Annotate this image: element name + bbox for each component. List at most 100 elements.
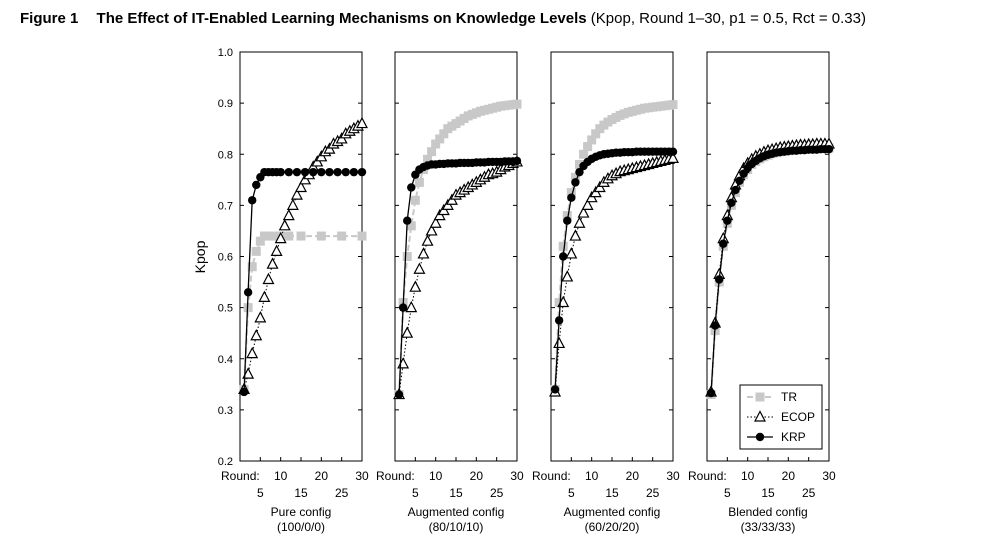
figure-params: (Kpop, Round 1–30, p1 = 0.5, Rct = 0.33): [590, 10, 866, 27]
marker-tr-square: [512, 99, 522, 109]
marker-krp-circle: [735, 176, 744, 186]
panel-label: Augmented config: [564, 505, 661, 519]
x-tick-label: 15: [294, 486, 308, 500]
marker-ecop-triangle: [413, 262, 426, 274]
marker-krp-circle: [755, 432, 765, 442]
marker-tr-square: [268, 231, 278, 241]
marker-ecop-triangle: [295, 180, 307, 193]
marker-krp-circle: [727, 198, 736, 208]
marker-krp-circle: [407, 183, 416, 192]
marker-tr-square: [562, 211, 572, 221]
y-tick-label: 0.4: [218, 354, 233, 366]
x-tick-label: 5: [257, 486, 264, 500]
marker-ecop-triangle: [409, 280, 422, 292]
marker-tr-square: [587, 135, 597, 145]
x-tick-label: 5: [724, 486, 731, 500]
x-tick-label: 15: [761, 486, 775, 500]
x-tick-label: 20: [315, 469, 329, 483]
marker-tr-square: [251, 246, 261, 256]
marker-ecop-triangle: [581, 198, 594, 210]
marker-krp-circle: [333, 167, 342, 177]
marker-ecop-triangle: [270, 244, 283, 256]
x-tick-label: 10: [585, 469, 599, 483]
x-tick-label: 20: [470, 469, 484, 483]
figure-title: Figure 1 The Effect of IT-Enabled Learni…: [20, 10, 866, 27]
y-tick-label: 0.2: [218, 456, 233, 468]
marker-krp-circle: [571, 178, 580, 187]
marker-tr-square: [574, 159, 584, 169]
x-tick-label: 5: [568, 486, 575, 500]
marker-ecop-triangle: [401, 326, 414, 338]
marker-krp-circle: [398, 303, 408, 312]
marker-ecop-triangle: [569, 229, 582, 241]
marker-ecop-triangle: [286, 198, 299, 210]
marker-ecop-triangle: [405, 300, 418, 313]
marker-krp-circle: [559, 252, 568, 261]
x-tick-label: 5: [412, 486, 419, 500]
marker-ecop-triangle: [274, 231, 287, 244]
x-tick-label: 30: [666, 469, 680, 483]
marker-ecop-triangle: [754, 410, 766, 422]
marker-ecop-triangle: [417, 247, 430, 259]
marker-tr-square: [247, 262, 257, 272]
marker-krp-circle: [706, 388, 716, 398]
marker-krp-circle: [357, 167, 367, 177]
x-tick-label: 20: [626, 469, 640, 483]
marker-tr-square: [755, 392, 765, 402]
marker-krp-circle: [284, 167, 293, 177]
marker-tr-square: [668, 100, 678, 110]
marker-krp-circle: [723, 216, 732, 225]
x-tick-label: 15: [449, 486, 463, 500]
marker-krp-circle: [567, 193, 576, 202]
marker-ecop-triangle: [246, 346, 259, 359]
marker-tr-square: [439, 129, 449, 139]
marker-ecop-triangle: [290, 188, 303, 200]
y-tick-label: 0.5: [218, 303, 233, 315]
marker-tr-square: [558, 241, 568, 251]
figure-main-title: The Effect of IT-Enabled Learning Mechan…: [96, 10, 587, 27]
chart-panel-4: Round: 10 20 30 5 15 25 Blended config(33/33/33…: [688, 51, 836, 534]
x-tick-label: 20: [782, 469, 796, 483]
marker-tr-square: [255, 236, 265, 246]
marker-tr-square: [431, 139, 441, 149]
x-axis-prefix-label: Round:: [688, 469, 727, 483]
marker-krp-circle: [309, 167, 318, 177]
x-tick-label: 25: [802, 486, 816, 500]
marker-ecop-triangle: [262, 272, 275, 285]
marker-krp-circle: [317, 167, 326, 177]
marker-krp-circle: [243, 288, 253, 297]
marker-ecop-triangle: [561, 270, 574, 282]
chart-panel-2: Round: 10 20 30 5 15 25 Augmented config(80/10/…: [376, 51, 524, 534]
marker-krp-circle: [575, 167, 584, 177]
y-axis-label: Kpop: [192, 240, 208, 273]
x-tick-label: 30: [510, 469, 524, 483]
panel-frame: [239, 51, 363, 462]
marker-krp-circle: [403, 216, 412, 225]
marker-tr-square: [427, 147, 437, 157]
panel-frame: [394, 51, 518, 462]
marker-tr-square: [316, 231, 326, 241]
marker-ecop-triangle: [282, 208, 295, 221]
marker-ecop-triangle: [429, 216, 442, 228]
marker-krp-circle: [300, 167, 310, 177]
marker-ecop-triangle: [553, 336, 566, 349]
marker-ecop-triangle: [258, 290, 271, 302]
y-tick-label: 0.9: [218, 98, 233, 110]
legend-label: ECOP: [781, 410, 815, 424]
marker-krp-circle: [252, 180, 261, 190]
marker-tr-square: [402, 252, 412, 261]
chart-legend: TR ECOP KRP: [739, 384, 823, 450]
y-tick-label: 0.8: [218, 149, 233, 161]
x-axis-prefix-label: Round:: [532, 469, 571, 483]
marker-krp-circle: [239, 387, 249, 397]
marker-krp-circle: [512, 156, 522, 166]
marker-ecop-triangle: [425, 224, 438, 236]
x-tick-label: 15: [605, 486, 619, 500]
panel-label: Pure config: [271, 505, 332, 519]
marker-ecop-triangle: [278, 219, 291, 231]
marker-tr-square: [435, 134, 445, 144]
marker-krp-circle: [341, 167, 350, 177]
x-tick-label: 30: [355, 469, 369, 483]
